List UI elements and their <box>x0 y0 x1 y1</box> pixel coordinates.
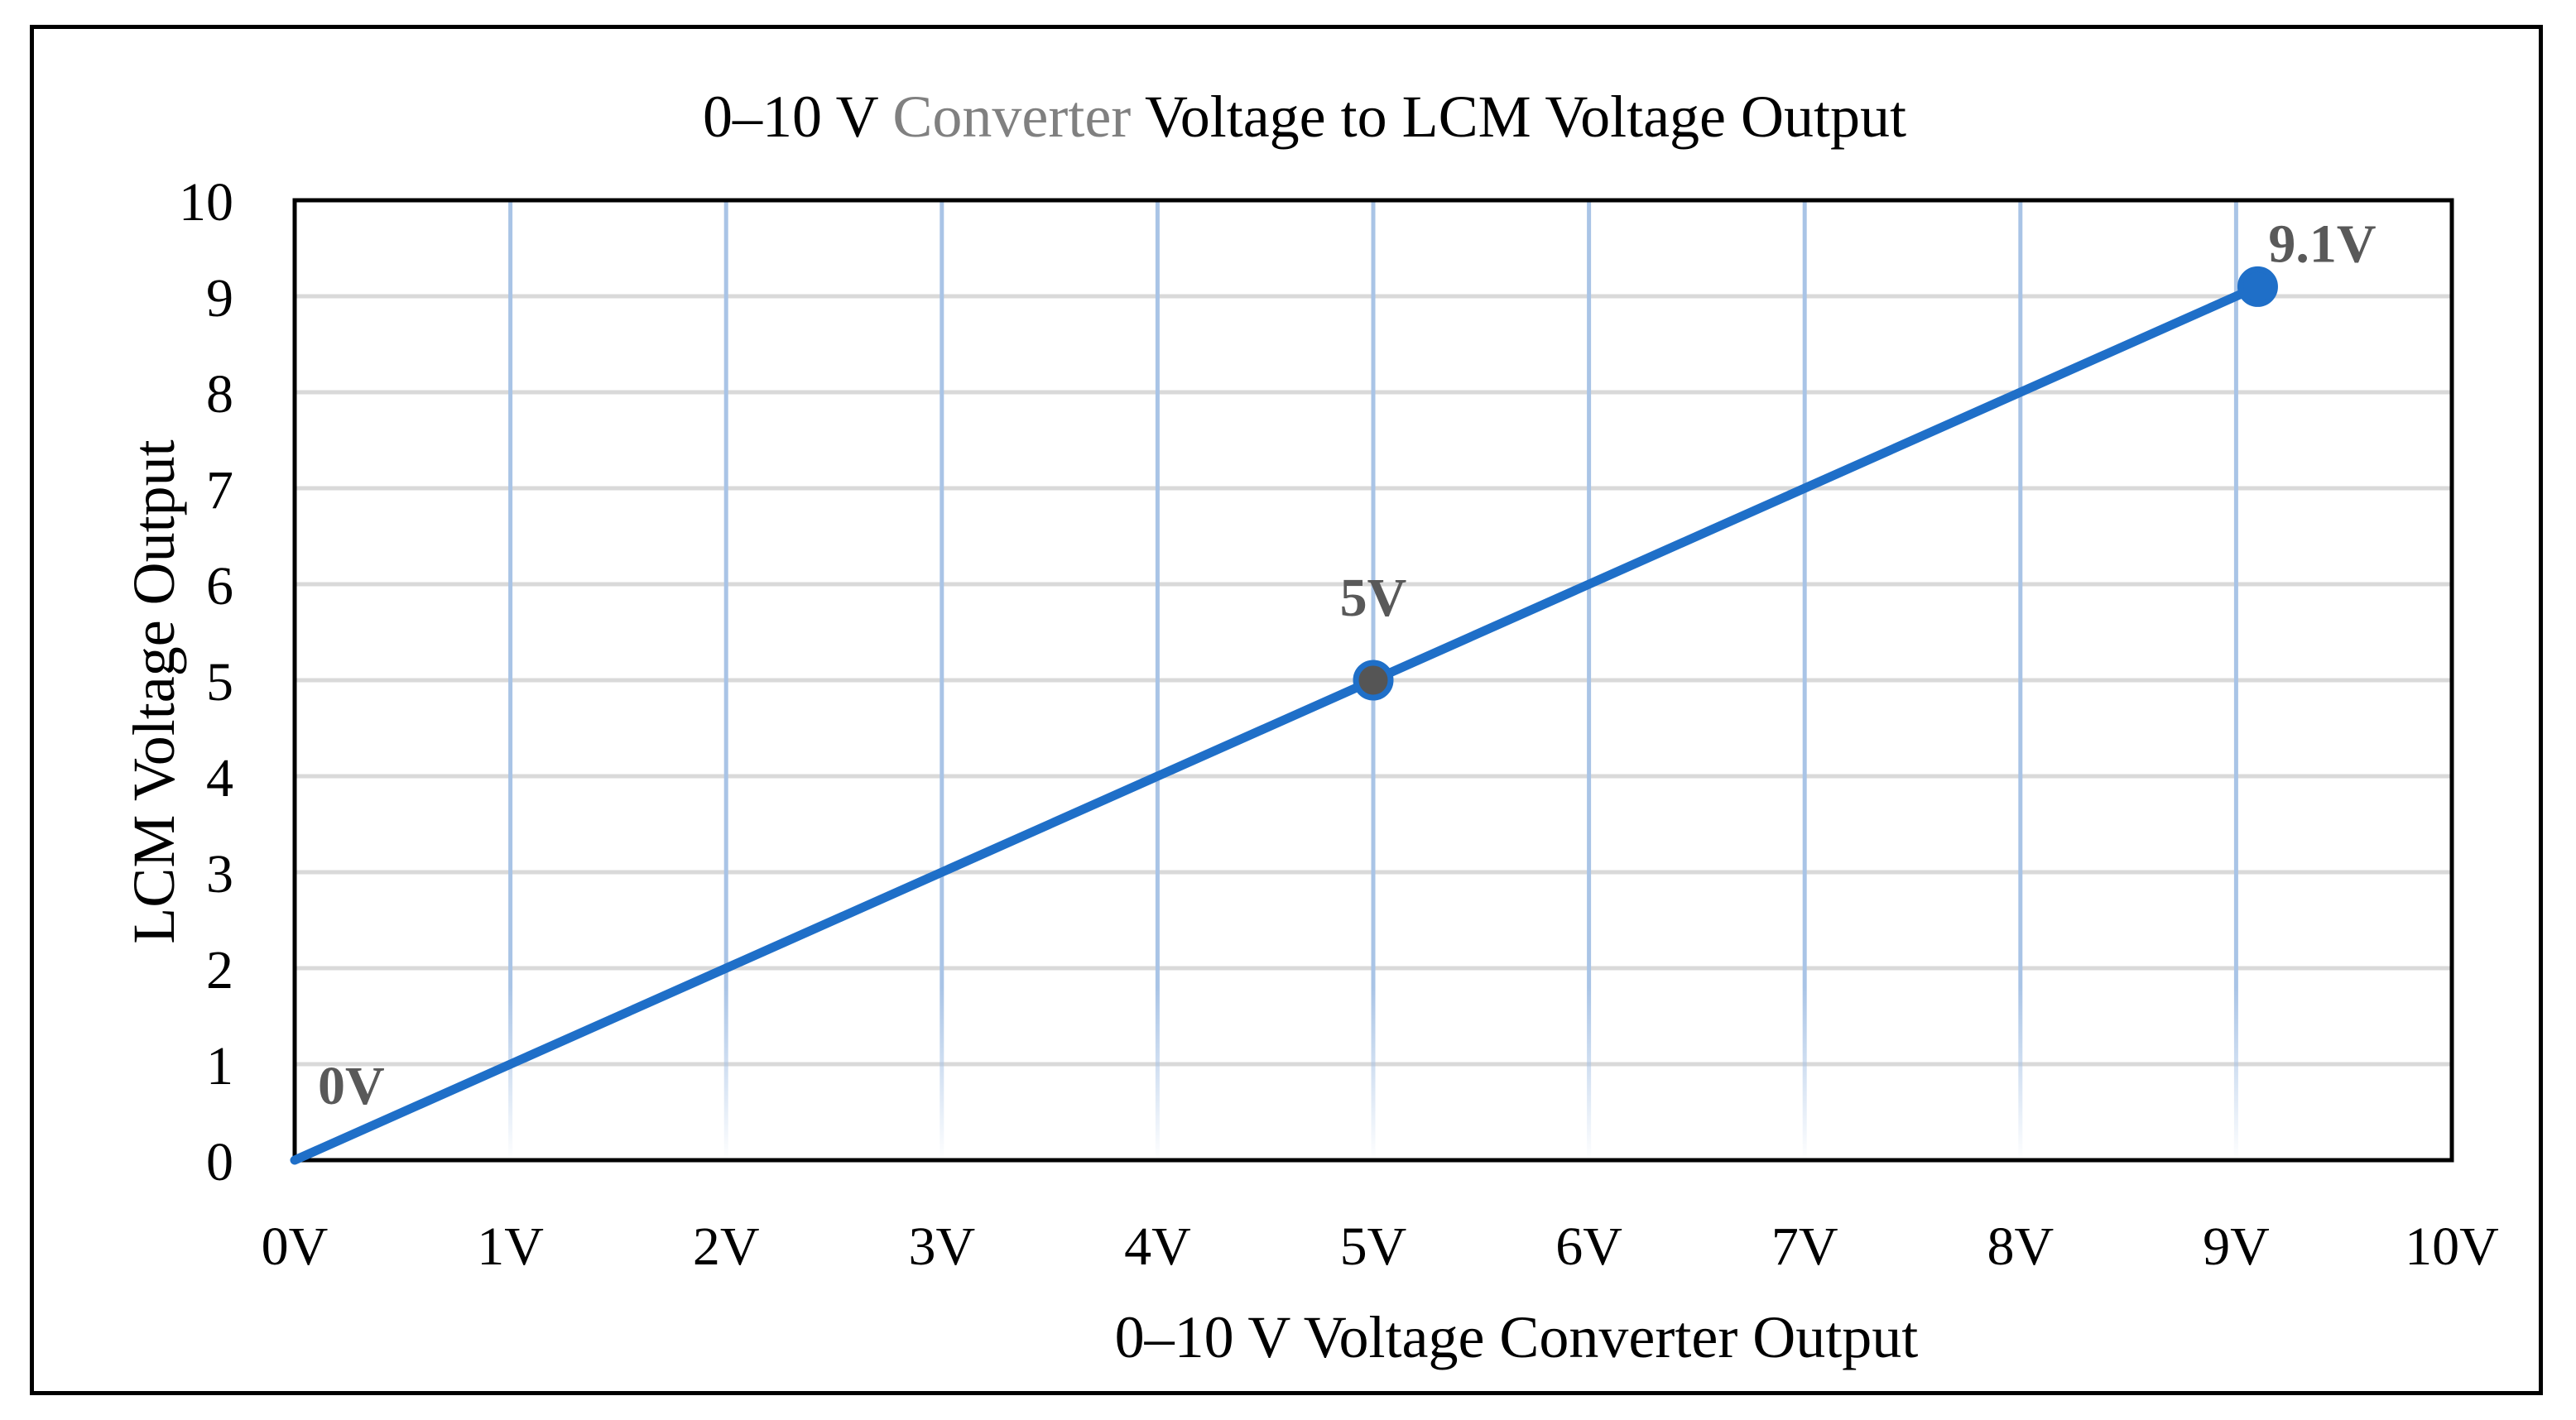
y-tick-label-10: 10 <box>179 172 233 233</box>
data-label-1: 5V <box>1340 568 1407 628</box>
y-tick-label-2: 2 <box>206 940 233 1000</box>
y-tick-label-4: 4 <box>206 748 233 808</box>
chart-title-part-3: Voltage to LCM Voltage Output <box>1131 84 1906 150</box>
x-tick-label-2: 2V <box>693 1216 760 1277</box>
x-tick-label-9: 9V <box>2203 1216 2270 1277</box>
data-label-0: 0V <box>318 1056 385 1116</box>
data-label-2: 9.1V <box>2268 213 2376 274</box>
x-tick-label-7: 7V <box>1771 1216 1838 1277</box>
x-tick-label-10: 10V <box>2405 1216 2499 1277</box>
chart-title-part-2: Converter <box>892 84 1131 150</box>
x-tick-label-5: 5V <box>1340 1216 1407 1277</box>
chart-frame <box>30 25 2543 1395</box>
data-point-2 <box>2237 266 2278 307</box>
x-tick-label-1: 1V <box>477 1216 544 1277</box>
y-tick-label-6: 6 <box>206 556 233 616</box>
v-gridline-8 <box>2018 200 2023 1160</box>
series-line-0 <box>290 281 2262 1165</box>
y-tick-labels: 0 1 2 3 4 5 6 7 8 9 10 <box>179 172 233 1192</box>
v-gridline-1 <box>508 200 513 1160</box>
x-tick-label-6: 6V <box>1555 1216 1622 1277</box>
y-tick-label-7: 7 <box>206 460 233 521</box>
x-tick-label-3: 3V <box>908 1216 975 1277</box>
v-gridline-6 <box>1587 200 1592 1160</box>
chart-title: 0–10 V Converter Voltage to LCM Voltage … <box>703 84 1906 150</box>
x-tick-labels: 0V 1V 2V 3V 4V 5V 6V 7V 8V 9V 10V <box>262 1216 2499 1277</box>
v-gridline-3 <box>940 200 944 1160</box>
data-point-1 <box>1353 660 1394 701</box>
x-axis-label: 0–10 V Voltage Converter Output <box>1115 1304 1919 1370</box>
y-tick-label-9: 9 <box>206 268 233 329</box>
series-group: 0V 5V 9.1V <box>290 213 2377 1165</box>
x-tick-label-4: 4V <box>1124 1216 1191 1277</box>
plot-area-border <box>292 198 2454 1163</box>
y-tick-label-1: 1 <box>206 1036 233 1096</box>
y-tick-label-3: 3 <box>206 844 233 904</box>
x-tick-label-8: 8V <box>1987 1216 2054 1277</box>
v-gridline-4 <box>1155 200 1160 1160</box>
v-gridline-2 <box>723 200 728 1160</box>
v-gridline-7 <box>1802 200 1807 1160</box>
y-tick-label-5: 5 <box>206 652 233 712</box>
v-gridline-9 <box>2233 200 2238 1160</box>
chart-title-part-1: 0–10 V <box>703 84 892 150</box>
y-tick-label-0: 0 <box>206 1132 233 1192</box>
y-tick-label-8: 8 <box>206 364 233 425</box>
x-tick-label-0: 0V <box>262 1216 329 1277</box>
y-axis-label: LCM Voltage Output <box>121 439 187 943</box>
